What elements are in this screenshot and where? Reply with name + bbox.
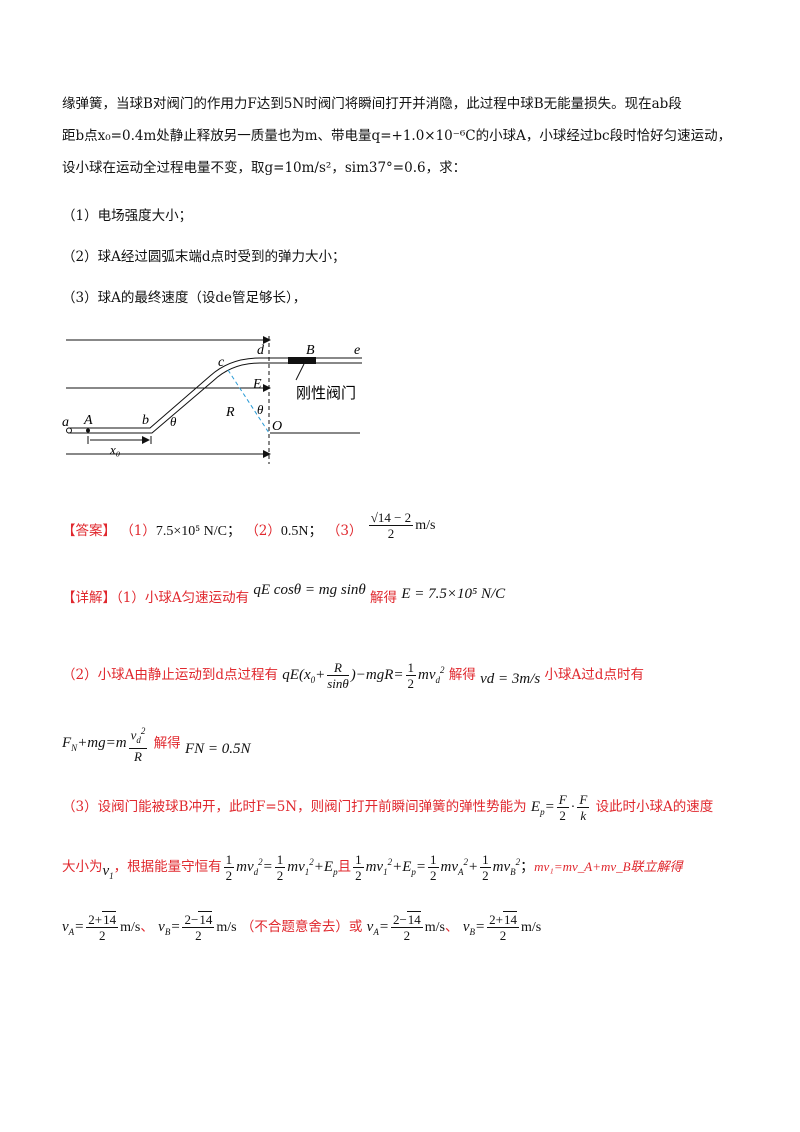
equation-3: FN+mg=m [62,735,127,754]
detail-step-2b: FN+mg=m vd2 R 解得 FN = 0.5N [62,724,251,764]
answer-line: 【答案】 （1）7.5×10⁵ N/C； （2）0.5N； （3） √14 − … [62,510,436,547]
label-O: O [272,419,282,434]
detail-step-1-text: （1）小球A匀速运动有 [116,590,250,606]
answer-3-prefix: （3） [326,523,363,539]
fraction-vb-2: 2+14 2 [487,911,519,943]
label-e: e [354,343,360,358]
solve-label-2: 解得 [448,667,476,683]
detail-step-3-text: （3）设阀门能被球B冲开，此时F=5N，则阀门打开前瞬间弹簧的弹性势能为 [62,799,527,815]
ball-b-spring [288,357,316,364]
valve-label: 刚性阀门 [296,385,356,402]
result-vd: vd = 3m/s [480,671,541,687]
problem-line-3: 设小球在运动全过程电量不变，取g=10m/s²，sim37°=0.6，求： [62,160,467,176]
equation-1: qE cosθ = mg sinθ [253,582,366,598]
answer-2-value: 0.5N； [280,524,323,539]
answer-1-value: 7.5×10⁵ N/C； [155,524,242,539]
label-x0: x₀ [109,442,120,457]
momentum-eq: mv₁=mv_A+mv_B联立解得 [534,859,683,874]
label-E: E [252,377,262,392]
problem-line-2: 距b点x₀=0.4m处静止释放另一质量也为m、带电量q=+1.0×10⁻⁶C的小… [62,128,732,144]
answer-3-unit: m/s [415,518,436,533]
label-theta-2: θ [257,402,264,417]
vb-1: vB= [158,919,181,937]
label-d: d [257,343,265,358]
label-theta-1: θ [170,414,177,429]
valve-pointer [295,363,305,381]
track-inner [68,362,362,434]
va-2: vA= [366,919,389,937]
detail-step-2-tail: 小球A过d点时有 [544,667,644,683]
label-a: a [62,415,69,430]
answer-1-prefix: （1） [120,523,156,539]
fraction-va-1: 2+14 2 [86,911,119,943]
fraction-va-2: 2−14 2 [390,911,423,943]
equation-2: qE(x0+ [282,667,326,685]
question-1: （1）电场强度大小； [62,208,193,224]
label-c: c [218,355,225,370]
answer-2-prefix: （2） [245,523,281,539]
label-R: R [225,405,235,420]
problem-line-1: 缘弹簧，当球B对阀门的作用力F达到5N时阀门将瞬间打开并消隐，此过程中球B无能量… [62,96,682,112]
solve-label-3: 解得 [153,735,181,752]
physics-figure: a A b θ x₀ c d B e E R θ O 刚性阀门 [62,336,362,464]
symbol-v1: v1 [102,863,114,881]
vb-2: vB= [462,919,486,937]
fraction-vd2-r: vd2 R [128,726,148,764]
track-outer [68,357,362,429]
result-fn: FN = 0.5N [184,741,251,758]
detail-step-3-tail: 设此时小球A的速度 [595,799,714,815]
label-b: b [142,413,149,428]
result-e: E = 7.5×10⁵ N/C [401,586,506,602]
detail-step-1: 【详解】（1）小球A匀速运动有 qE cosθ = mg sinθ 解得 E =… [62,582,506,608]
detail-tag: 【详解】 [62,590,116,606]
final-results: vA= 2+14 2 m/s、 vB= 2−14 2 m/s （不合题意舍去）或 vA= 2−… [62,911,542,943]
detail-step-3b-text: 大小为 [62,859,103,875]
question-2: （2）球A经过圆弧末端d点时受到的弹力大小； [62,249,346,265]
label-B: B [306,343,315,358]
detail-step-3b: 大小为v1，根据能量守恒有 1 2 mvd2= 1 2 mv12+Ep且 1 2 mv12+Ep=… [62,852,683,883]
label-A: A [83,413,93,428]
ball-a [86,428,90,433]
detail-step-2-text: （2）小球A由静止运动到d点过程有 [62,667,278,683]
equation-ep: Ep= [530,799,555,817]
detail-step-3b-mid: ，根据能量守恒有 [113,859,222,875]
answer-3-denominator: 2 [387,526,395,541]
sep-1: 、 [140,919,154,935]
detail-step-3: （3）设阀门能被球B冲开，此时F=5N，则阀门打开前瞬间弹簧的弹性势能为 Ep=… [62,792,714,823]
solve-label-1: 解得 [370,590,398,606]
radius-line [227,369,270,434]
end-a-marker [66,427,72,434]
answer-tag: 【答案】 [62,523,116,539]
and-label: 且 [337,859,352,875]
fraction-vb-1: 2−14 2 [182,911,215,943]
question-3: （3）球A的最终速度（设de管足够长）， [62,290,307,306]
reject-note: （不合题意舍去）或 [240,919,363,935]
answer-3-fraction: √14 − 2 2 [368,510,414,541]
sep-2: 、 [445,919,459,935]
va-1: vA= [62,919,85,937]
answer-3-numerator: √14 − 2 [368,510,414,526]
